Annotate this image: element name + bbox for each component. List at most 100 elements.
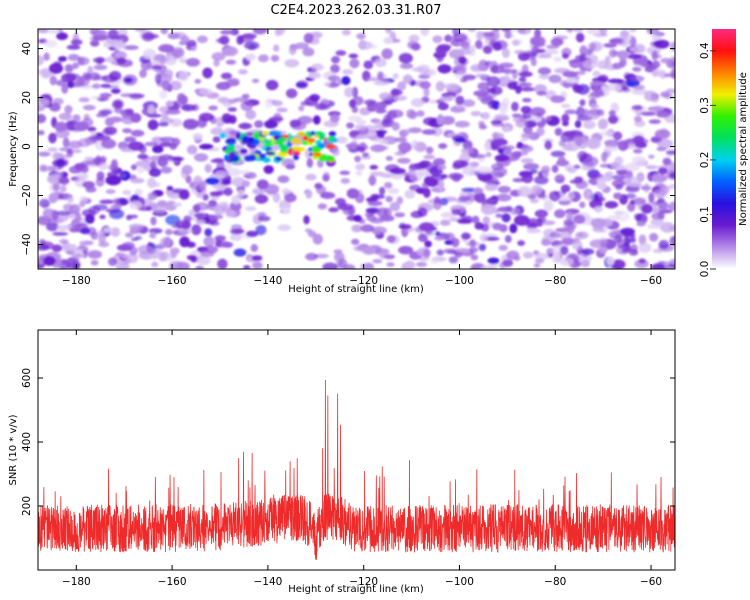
spectrogram-cell bbox=[204, 163, 213, 173]
spectrogram-cell bbox=[353, 214, 362, 222]
spectrogram-cell bbox=[56, 32, 68, 41]
spectrogram-cell bbox=[113, 100, 123, 109]
spectrogram-cell bbox=[67, 53, 80, 62]
spectrogram-cell bbox=[325, 144, 336, 149]
spectrogram-cell bbox=[440, 115, 455, 125]
spectrogram-cell bbox=[330, 64, 340, 74]
spectrogram-cell bbox=[190, 255, 198, 263]
spectrogram-cell bbox=[72, 224, 81, 233]
spectrogram-cell bbox=[354, 124, 367, 130]
spectrogram-cell bbox=[171, 46, 185, 58]
spectrogram-cell bbox=[243, 265, 251, 269]
spectrogram-cell bbox=[125, 108, 134, 116]
spectrogram-cell bbox=[109, 208, 125, 220]
spectrogram-cell bbox=[490, 163, 504, 171]
spectrogram-cell bbox=[235, 169, 250, 175]
spectrogram-cell bbox=[213, 157, 225, 163]
spectrogram-cell bbox=[375, 129, 388, 134]
spectrogram-cell bbox=[291, 137, 302, 145]
snr-panel: −180 −160 −140 −120 −100 −80 −60 200 400 600 Hei… bbox=[8, 329, 676, 595]
spectrogram-y-ticks: −40 −20 0 20 40 bbox=[21, 42, 675, 256]
spectrogram-cell bbox=[630, 75, 645, 83]
spectrogram-cell bbox=[141, 202, 157, 209]
spectrogram-cell bbox=[633, 148, 643, 154]
spectrogram-cell bbox=[534, 209, 549, 218]
spectrogram-cell bbox=[375, 108, 387, 114]
spectrogram-cell bbox=[176, 261, 190, 269]
spectrogram-cell bbox=[357, 40, 373, 50]
spectrogram-cell bbox=[486, 76, 501, 87]
spectrogram-cell bbox=[531, 184, 543, 196]
spectrogram-cell bbox=[229, 234, 242, 241]
spectrogram-cell bbox=[43, 52, 50, 61]
spectrogram-cell bbox=[482, 112, 490, 120]
spectrogram-cell bbox=[557, 155, 567, 167]
spectrogram-cell bbox=[52, 231, 69, 236]
colorbar-tick-label: 0.3 bbox=[699, 97, 711, 114]
snr-x-tick-label: −80 bbox=[544, 576, 566, 588]
spectrogram-cell bbox=[658, 202, 669, 211]
spectrogram-cell bbox=[38, 98, 50, 107]
spectrogram-cell bbox=[577, 150, 588, 161]
spectrogram-cell bbox=[144, 141, 160, 147]
spectrogram-cell bbox=[397, 81, 407, 91]
spectrogram-cell bbox=[239, 148, 248, 155]
spectrogram-cell bbox=[469, 239, 476, 247]
snr-x-tick-label: −100 bbox=[445, 576, 474, 588]
spectrogram-cell bbox=[71, 148, 83, 154]
spectrogram-cell bbox=[302, 47, 315, 57]
spectrogram-cell bbox=[569, 59, 582, 69]
spectrogram-cell bbox=[560, 103, 571, 109]
spectrogram-cell bbox=[147, 192, 158, 200]
spectrogram-cell bbox=[38, 113, 47, 124]
spectrogram-cell bbox=[563, 219, 575, 226]
spectrogram-cell bbox=[178, 228, 193, 234]
spectrogram-cell bbox=[656, 111, 670, 118]
spectrogram-cell bbox=[574, 120, 582, 129]
spectrogram-cell bbox=[48, 132, 57, 144]
spectrogram-cell bbox=[501, 126, 511, 133]
spectrogram-cell bbox=[606, 256, 615, 266]
spectrogram-cell bbox=[398, 53, 413, 64]
spectrogram-cell bbox=[498, 244, 508, 251]
spectrogram-cell bbox=[275, 156, 282, 162]
spectrogram-cell bbox=[237, 189, 245, 197]
spectrogram-cell bbox=[653, 39, 670, 49]
spectrogram-cell bbox=[518, 76, 527, 83]
snr-x-tick-label: −60 bbox=[640, 576, 662, 588]
spectrogram-cell bbox=[134, 235, 143, 240]
spectrogram-cell bbox=[90, 95, 102, 100]
spectrogram-cell bbox=[425, 146, 434, 155]
spectrogram-cell bbox=[534, 252, 550, 260]
spectrogram-cell bbox=[270, 54, 280, 62]
spectrogram-cell bbox=[204, 228, 213, 237]
spectrogram-cell bbox=[214, 170, 230, 177]
spectrogram-cell bbox=[662, 157, 672, 166]
spectrogram-cell bbox=[567, 167, 577, 174]
spectrogram-cell bbox=[537, 216, 547, 223]
spectrogram-cell bbox=[374, 145, 389, 151]
spectrogram-cell bbox=[617, 140, 629, 151]
spectrogram-cell bbox=[105, 189, 116, 194]
snr-y-ticks: 200 400 600 bbox=[21, 368, 675, 516]
spectrogram-cell bbox=[608, 110, 616, 117]
spectrogram-cell bbox=[367, 200, 383, 207]
spectrogram-cell bbox=[92, 83, 101, 89]
spectrogram-cell bbox=[253, 131, 260, 140]
spectrogram-cell bbox=[421, 129, 437, 135]
spectrogram-cell bbox=[195, 265, 204, 269]
spectrogram-cell bbox=[120, 147, 131, 153]
spectrogram-cell bbox=[313, 131, 324, 136]
spectrogram-cell bbox=[151, 64, 163, 70]
spectrogram-x-tick-label: −180 bbox=[62, 275, 91, 287]
spectrogram-cell bbox=[101, 138, 117, 149]
spectrogram-cell bbox=[586, 29, 602, 35]
spectrogram-cell bbox=[529, 169, 538, 174]
spectrogram-cell bbox=[402, 74, 413, 85]
spectrogram-cell bbox=[517, 29, 526, 34]
spectrogram-cell bbox=[312, 233, 323, 245]
spectrogram-cell bbox=[376, 207, 389, 218]
spectrogram-cell bbox=[252, 29, 268, 35]
spectrogram-cell bbox=[261, 131, 270, 136]
spectrogram-cell bbox=[617, 50, 630, 60]
